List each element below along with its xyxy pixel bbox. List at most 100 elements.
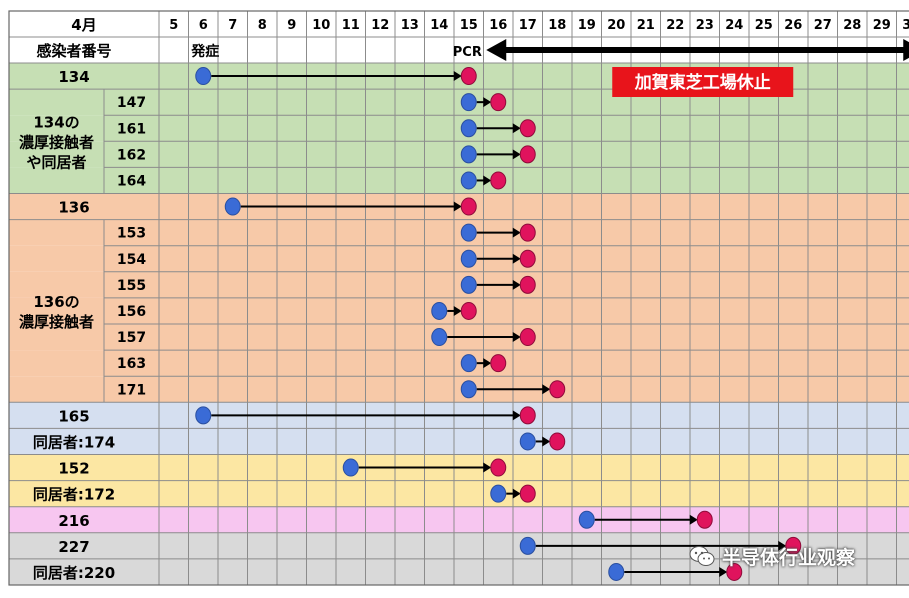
case-number: 155	[117, 278, 146, 294]
onset-dot	[460, 354, 477, 373]
case-number: 136	[58, 199, 89, 217]
day-label: 18	[548, 18, 566, 33]
case-number: 157	[117, 330, 146, 346]
pcr-dot	[519, 328, 536, 347]
day-label: 15	[460, 18, 478, 33]
row-bg	[9, 506, 909, 533]
month-label: 4月	[71, 16, 96, 34]
case-number: 134	[58, 68, 89, 86]
day-label: 30	[902, 18, 909, 33]
case-number: 164	[117, 173, 146, 189]
case-number: 同居者:220	[33, 564, 115, 582]
case-number: 152	[58, 460, 89, 478]
arrow-head	[483, 358, 492, 369]
row-bg	[9, 480, 909, 507]
group-label: 濃厚接触者	[19, 133, 94, 151]
pcr-dot	[490, 93, 507, 112]
day-label: 6	[199, 18, 208, 33]
case-number: 147	[117, 95, 146, 111]
wechat-icon	[689, 546, 715, 566]
arrow-head	[512, 123, 521, 134]
arrow-head	[483, 175, 492, 186]
pcr-dot	[549, 380, 566, 399]
day-label: 21	[637, 18, 655, 33]
onset-dot	[460, 171, 477, 190]
group-label: 134の	[33, 113, 79, 131]
pcr-dot	[490, 171, 507, 190]
onset-dot	[224, 197, 241, 216]
pcr-dot	[460, 197, 477, 216]
arrow-head	[512, 149, 521, 160]
watermark-text: 半导体行业观察	[722, 546, 856, 569]
onset-dot	[460, 249, 477, 268]
arrow-head	[512, 279, 521, 290]
arrow-head	[542, 384, 551, 395]
group-label: 136の	[33, 293, 79, 311]
onset-label: 発症	[190, 43, 219, 60]
group-label: や同居者	[26, 153, 86, 171]
pcr-dot	[726, 562, 743, 581]
day-label: 27	[814, 18, 832, 33]
onset-dot	[460, 145, 477, 164]
pcr-dot	[519, 484, 536, 503]
case-number: 171	[117, 382, 146, 398]
watermark: 半导体行业观察	[688, 540, 855, 572]
day-label: 29	[873, 18, 891, 33]
arrow-head	[453, 305, 462, 316]
arrow-head	[512, 410, 521, 421]
arrow-head	[512, 253, 521, 264]
onset-dot	[519, 536, 536, 555]
day-label: 19	[578, 18, 596, 33]
onset-dot	[490, 484, 507, 503]
onset-dot	[460, 223, 477, 242]
arrow-head	[483, 462, 492, 473]
case-number: 同居者:172	[33, 486, 115, 504]
pcr-dot	[490, 354, 507, 373]
day-label: 10	[312, 18, 330, 33]
day-label: 26	[784, 18, 802, 33]
arrow-head	[512, 332, 521, 343]
arrow-head	[778, 540, 787, 551]
day-label: 7	[228, 18, 237, 33]
pcr-dot	[519, 275, 536, 294]
case-number: 227	[58, 538, 89, 556]
case-number: 154	[117, 252, 146, 268]
closure-label-box	[612, 67, 794, 97]
closure-arrow-left-head	[486, 39, 507, 61]
day-label: 17	[519, 18, 537, 33]
onset-dot	[460, 380, 477, 399]
pcr-dot	[460, 301, 477, 320]
onset-dot	[578, 510, 595, 529]
day-label: 5	[169, 18, 178, 33]
pcr-dot	[519, 249, 536, 268]
case-number: 216	[58, 512, 89, 530]
closure-label: 加賀東芝工場休止	[634, 72, 771, 93]
onset-dot	[460, 93, 477, 112]
day-label: 28	[843, 18, 861, 33]
case-number: 156	[117, 304, 146, 320]
arrow-head	[689, 514, 698, 525]
case-number-header: 感染者番号	[36, 42, 111, 60]
day-label: 11	[342, 18, 360, 33]
day-label: 24	[725, 18, 743, 33]
arrow-head	[453, 201, 462, 212]
onset-dot	[460, 275, 477, 294]
pcr-dot	[519, 119, 536, 138]
onset-dot	[195, 406, 212, 425]
arrow-head	[542, 436, 551, 447]
outer-border	[8, 10, 909, 586]
day-label: 13	[401, 18, 419, 33]
group-label: 濃厚接触者	[19, 313, 94, 331]
day-label: 20	[607, 18, 625, 33]
pcr-dot	[490, 458, 507, 477]
day-label: 22	[666, 18, 684, 33]
day-label: 16	[489, 18, 507, 33]
pcr-dot	[460, 67, 477, 86]
pcr-label: PCR	[453, 45, 482, 60]
arrow-head	[512, 227, 521, 238]
pcr-dot	[696, 510, 713, 529]
closure-arrow-right-head	[903, 39, 909, 61]
case-number: 153	[117, 226, 146, 242]
